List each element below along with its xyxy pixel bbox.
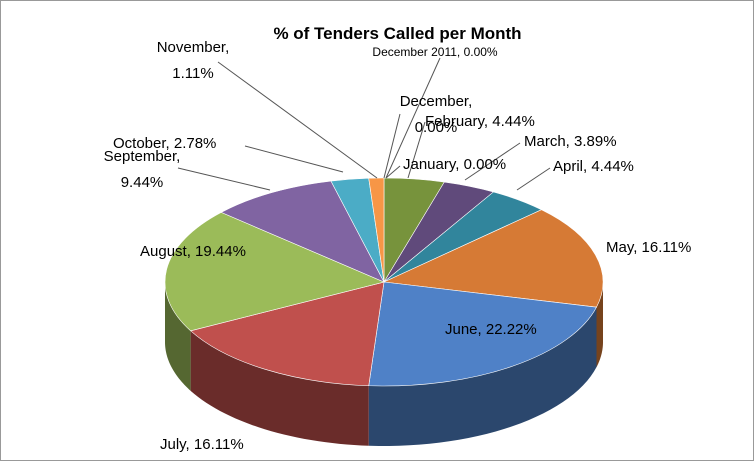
pie-slice — [368, 281, 597, 387]
data-label: December 2011, 0.00% — [372, 45, 498, 59]
pie-side — [190, 330, 369, 446]
leader-line — [407, 121, 426, 179]
data-label: October, 2.78% — [113, 135, 217, 152]
data-label: August, 19.44% — [140, 243, 246, 260]
data-label: November, 1.11% — [156, 39, 230, 82]
pie-side — [368, 307, 597, 446]
leader-lines — [177, 57, 551, 191]
data-label: February, 4.44% — [425, 113, 535, 130]
data-label: January, 0.00% — [403, 156, 507, 173]
data-label: March, 3.89% — [524, 133, 617, 150]
pie-slice — [190, 281, 385, 387]
data-label: December, 0.00% — [399, 93, 473, 136]
pie-side — [165, 282, 191, 391]
leader-line — [244, 145, 344, 173]
data-label: September, 9.44% — [103, 148, 181, 191]
leader-line — [385, 57, 441, 179]
leader-line — [383, 113, 401, 179]
pie-slice — [382, 209, 604, 308]
leader-line — [464, 142, 521, 181]
pie-side — [596, 282, 603, 368]
data-label: April, 4.44% — [553, 158, 634, 175]
data-label: July, 16.11% — [160, 436, 244, 453]
data-label: May, 16.11% — [606, 239, 692, 256]
leader-line — [177, 167, 271, 191]
data-label: June, 22.22% — [445, 321, 537, 338]
pie — [164, 177, 604, 446]
chart-title: % of Tenders Called per Month — [273, 24, 522, 43]
leader-line — [385, 165, 401, 179]
pie-slice — [164, 212, 385, 332]
leader-line — [516, 167, 551, 191]
leader-line — [217, 61, 378, 179]
pie-slice — [220, 180, 385, 283]
